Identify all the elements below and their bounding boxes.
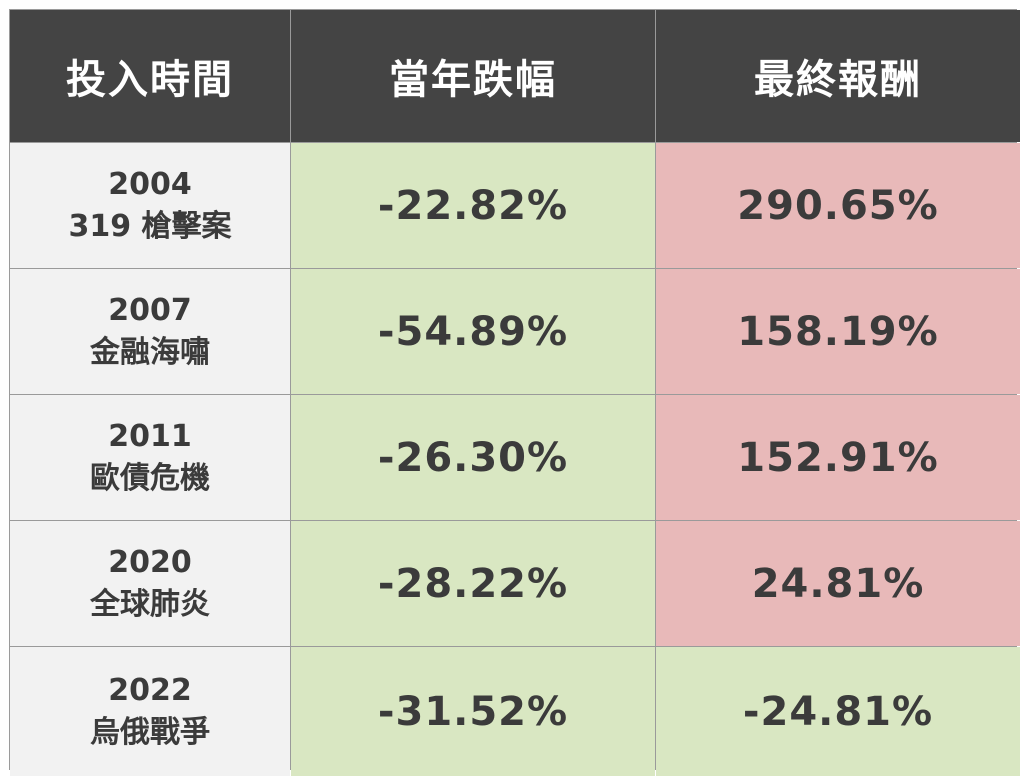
year-label: 2022 <box>108 672 192 708</box>
return-cell: -24.81% <box>656 647 1020 776</box>
return-cell: 152.91% <box>656 395 1020 520</box>
time-cell: 2022 烏俄戰爭 <box>10 647 290 776</box>
year-label: 2004 <box>108 166 192 202</box>
header-year-drop: 當年跌幅 <box>291 10 655 142</box>
header-final-return: 最終報酬 <box>656 10 1020 142</box>
time-cell: 2011 歐債危機 <box>10 395 290 520</box>
return-cell: 24.81% <box>656 521 1020 646</box>
year-label: 2007 <box>108 292 192 328</box>
drop-cell: -31.52% <box>291 647 655 776</box>
drop-cell: -54.89% <box>291 269 655 394</box>
time-cell: 2020 全球肺炎 <box>10 521 290 646</box>
event-label: 金融海嘯 <box>90 334 210 370</box>
return-cell: 290.65% <box>656 143 1020 268</box>
event-label: 歐債危機 <box>90 460 210 496</box>
event-label: 全球肺炎 <box>90 586 210 622</box>
event-label: 烏俄戰爭 <box>90 714 210 750</box>
returns-table: 投入時間 當年跌幅 最終報酬 2004 319 槍擊案 -22.82% 290.… <box>9 9 1020 776</box>
drop-cell: -22.82% <box>291 143 655 268</box>
drop-cell: -26.30% <box>291 395 655 520</box>
year-label: 2011 <box>108 418 192 454</box>
return-cell: 158.19% <box>656 269 1020 394</box>
event-label: 319 槍擊案 <box>68 208 232 244</box>
drop-cell: -28.22% <box>291 521 655 646</box>
header-invest-time: 投入時間 <box>10 10 290 142</box>
year-label: 2020 <box>108 544 192 580</box>
time-cell: 2004 319 槍擊案 <box>10 143 290 268</box>
time-cell: 2007 金融海嘯 <box>10 269 290 394</box>
